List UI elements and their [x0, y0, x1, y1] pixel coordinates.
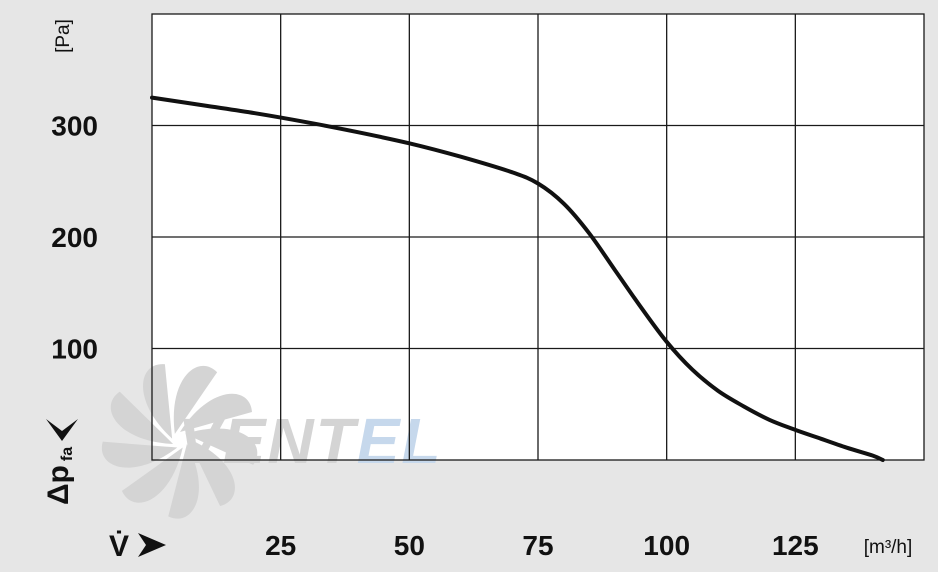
- x-axis-unit: [m³/h]: [864, 537, 913, 558]
- arrow-up-icon: [46, 419, 78, 441]
- x-tick-label: 75: [522, 530, 553, 561]
- y-axis-unit: [Pa]: [53, 19, 74, 53]
- y-tick-label: 200: [51, 222, 98, 253]
- x-tick-label: 125: [772, 530, 819, 561]
- ventel-watermark: VENTEL: [101, 364, 442, 519]
- x-tick-label: 25: [265, 530, 296, 561]
- x-tick-label: 100: [643, 530, 690, 561]
- x-axis-symbol: V̇: [109, 530, 129, 563]
- arrow-right-icon: [138, 533, 166, 557]
- x-tick-label: 50: [394, 530, 425, 561]
- y-tick-label: 100: [51, 334, 98, 365]
- performance-curve: [150, 95, 885, 462]
- x-axis-label: V̇: [109, 530, 166, 563]
- grid-lines: [151, 13, 925, 461]
- plot-frame: [151, 13, 925, 461]
- y-axis-symbol: Δp: [42, 465, 75, 505]
- watermark-text: VENT: [178, 405, 360, 477]
- y-tick-labels: 100 200 300: [51, 111, 98, 365]
- fan-logo-icon: [101, 364, 258, 519]
- svg-text:Δpfa: Δp fa: [42, 447, 76, 505]
- svg-text:VENTEL: VENTEL: [178, 405, 442, 477]
- y-axis-subscript: fa: [59, 447, 76, 461]
- y-tick-label: 300: [51, 111, 98, 142]
- x-tick-labels: 25 50 75 100 125: [265, 530, 819, 561]
- y-axis-label: Δp fa: [42, 419, 78, 505]
- watermark-accent-text: EL: [357, 405, 443, 477]
